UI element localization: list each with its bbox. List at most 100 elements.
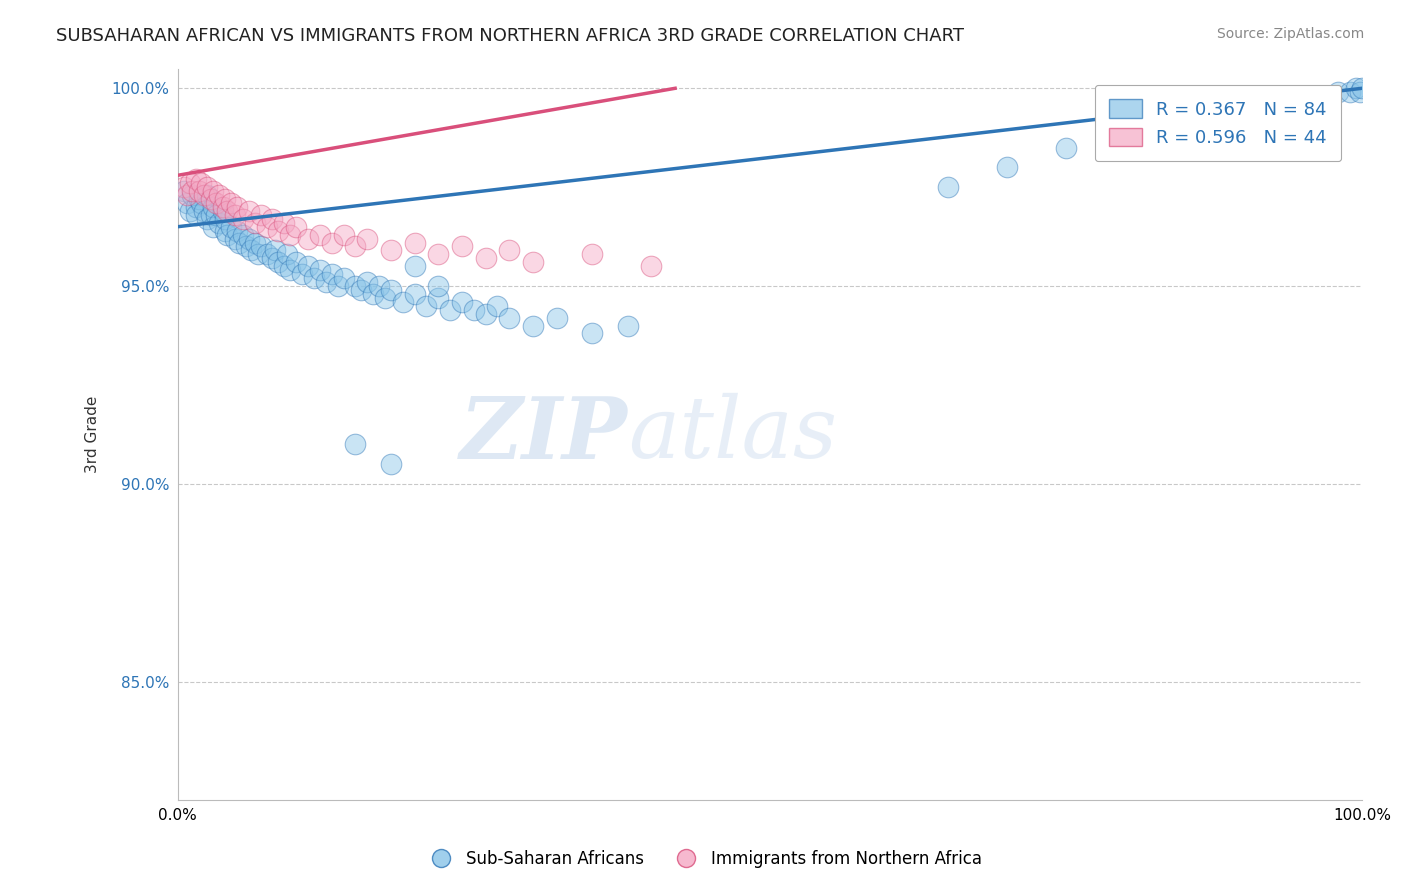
Point [936,180,959,194]
Point [1327,85,1350,99]
Point [262,252,284,266]
Point [285,219,308,234]
Point [240,244,263,258]
Point [332,227,354,242]
Point [404,259,426,273]
Point [226,200,249,214]
Text: Source: ZipAtlas.com: Source: ZipAtlas.com [1216,27,1364,41]
Point [285,255,308,269]
Point [1351,81,1374,95]
Point [276,247,298,261]
Point [498,310,520,325]
Point [308,227,330,242]
Point [1348,85,1371,99]
Text: ZIP: ZIP [460,392,627,476]
Point [193,203,215,218]
Point [190,196,212,211]
Point [184,172,207,186]
Point [380,283,402,297]
Point [267,224,290,238]
Point [391,294,413,309]
Point [238,231,260,245]
Point [1114,120,1136,135]
Point [263,244,285,258]
Point [361,287,384,301]
Point [427,279,450,293]
Point [176,188,198,202]
Point [474,307,496,321]
Legend: Sub-Saharan Africans, Immigrants from Northern Africa: Sub-Saharan Africans, Immigrants from No… [418,844,988,875]
Point [1054,140,1077,154]
Point [184,200,207,214]
Point [232,211,254,226]
Point [404,287,426,301]
Point [202,184,225,198]
Point [211,200,233,214]
Point [204,208,226,222]
Point [193,188,215,202]
Point [332,271,354,285]
Point [616,318,638,333]
Point [1344,81,1367,95]
Text: atlas: atlas [627,393,837,475]
Point [374,291,396,305]
Point [267,255,290,269]
Point [202,200,225,214]
Point [404,235,426,250]
Point [415,299,437,313]
Point [173,184,195,198]
Point [380,457,402,471]
Point [297,231,319,245]
Point [249,239,271,253]
Point [581,326,603,341]
Point [238,203,260,218]
Point [995,161,1018,175]
Point [522,318,544,333]
Point [243,235,266,250]
Point [249,208,271,222]
Point [188,192,211,206]
Point [204,196,226,211]
Point [463,302,485,317]
Point [546,310,568,325]
Point [278,227,301,242]
Point [427,247,450,261]
Point [208,188,231,202]
Point [190,176,212,190]
Point [344,279,367,293]
Point [243,216,266,230]
Point [217,203,239,218]
Point [326,279,349,293]
Point [179,203,201,218]
Point [219,219,242,234]
Point [368,279,391,293]
Point [200,208,222,222]
Point [278,263,301,277]
Point [195,188,218,202]
Point [1339,85,1361,99]
Point [214,192,236,206]
Point [224,208,246,222]
Point [224,231,246,245]
Point [211,203,233,218]
Point [256,219,278,234]
Point [200,192,222,206]
Point [498,244,520,258]
Point [208,216,231,230]
Point [262,211,284,226]
Point [315,275,337,289]
Point [232,227,254,242]
Point [1292,93,1315,107]
Point [308,263,330,277]
Point [344,437,367,451]
Y-axis label: 3rd Grade: 3rd Grade [86,396,100,473]
Point [356,231,378,245]
Text: SUBSAHARAN AFRICAN VS IMMIGRANTS FROM NORTHERN AFRICA 3RD GRADE CORRELATION CHAR: SUBSAHARAN AFRICAN VS IMMIGRANTS FROM NO… [56,27,965,45]
Point [273,216,295,230]
Point [321,235,343,250]
Point [474,252,496,266]
Point [1232,101,1254,115]
Point [214,211,236,226]
Point [273,259,295,273]
Point [181,188,204,202]
